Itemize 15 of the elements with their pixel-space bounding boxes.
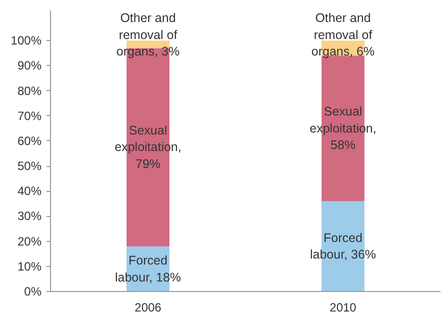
- data-label: Forced labour, 18%: [114, 254, 182, 284]
- y-tick-label: 60%: [17, 134, 42, 148]
- y-tick-label: 80%: [17, 84, 42, 98]
- data-label: Forced labour, 36%: [310, 230, 376, 262]
- y-tick-label: 50%: [17, 159, 42, 174]
- y-tick-label: 40%: [17, 184, 42, 198]
- y-tick-label: 100%: [10, 34, 42, 48]
- y-tick-label: 20%: [17, 234, 42, 248]
- y-tick-label: 30%: [17, 209, 42, 224]
- y-tick-label: 70%: [17, 108, 42, 123]
- y-tick-label: 90%: [17, 58, 42, 73]
- x-tick-label: 2010: [330, 300, 357, 314]
- y-tick-label: 0%: [24, 284, 42, 298]
- x-tick-label: 2006: [134, 300, 162, 314]
- y-tick-label: 10%: [17, 259, 42, 274]
